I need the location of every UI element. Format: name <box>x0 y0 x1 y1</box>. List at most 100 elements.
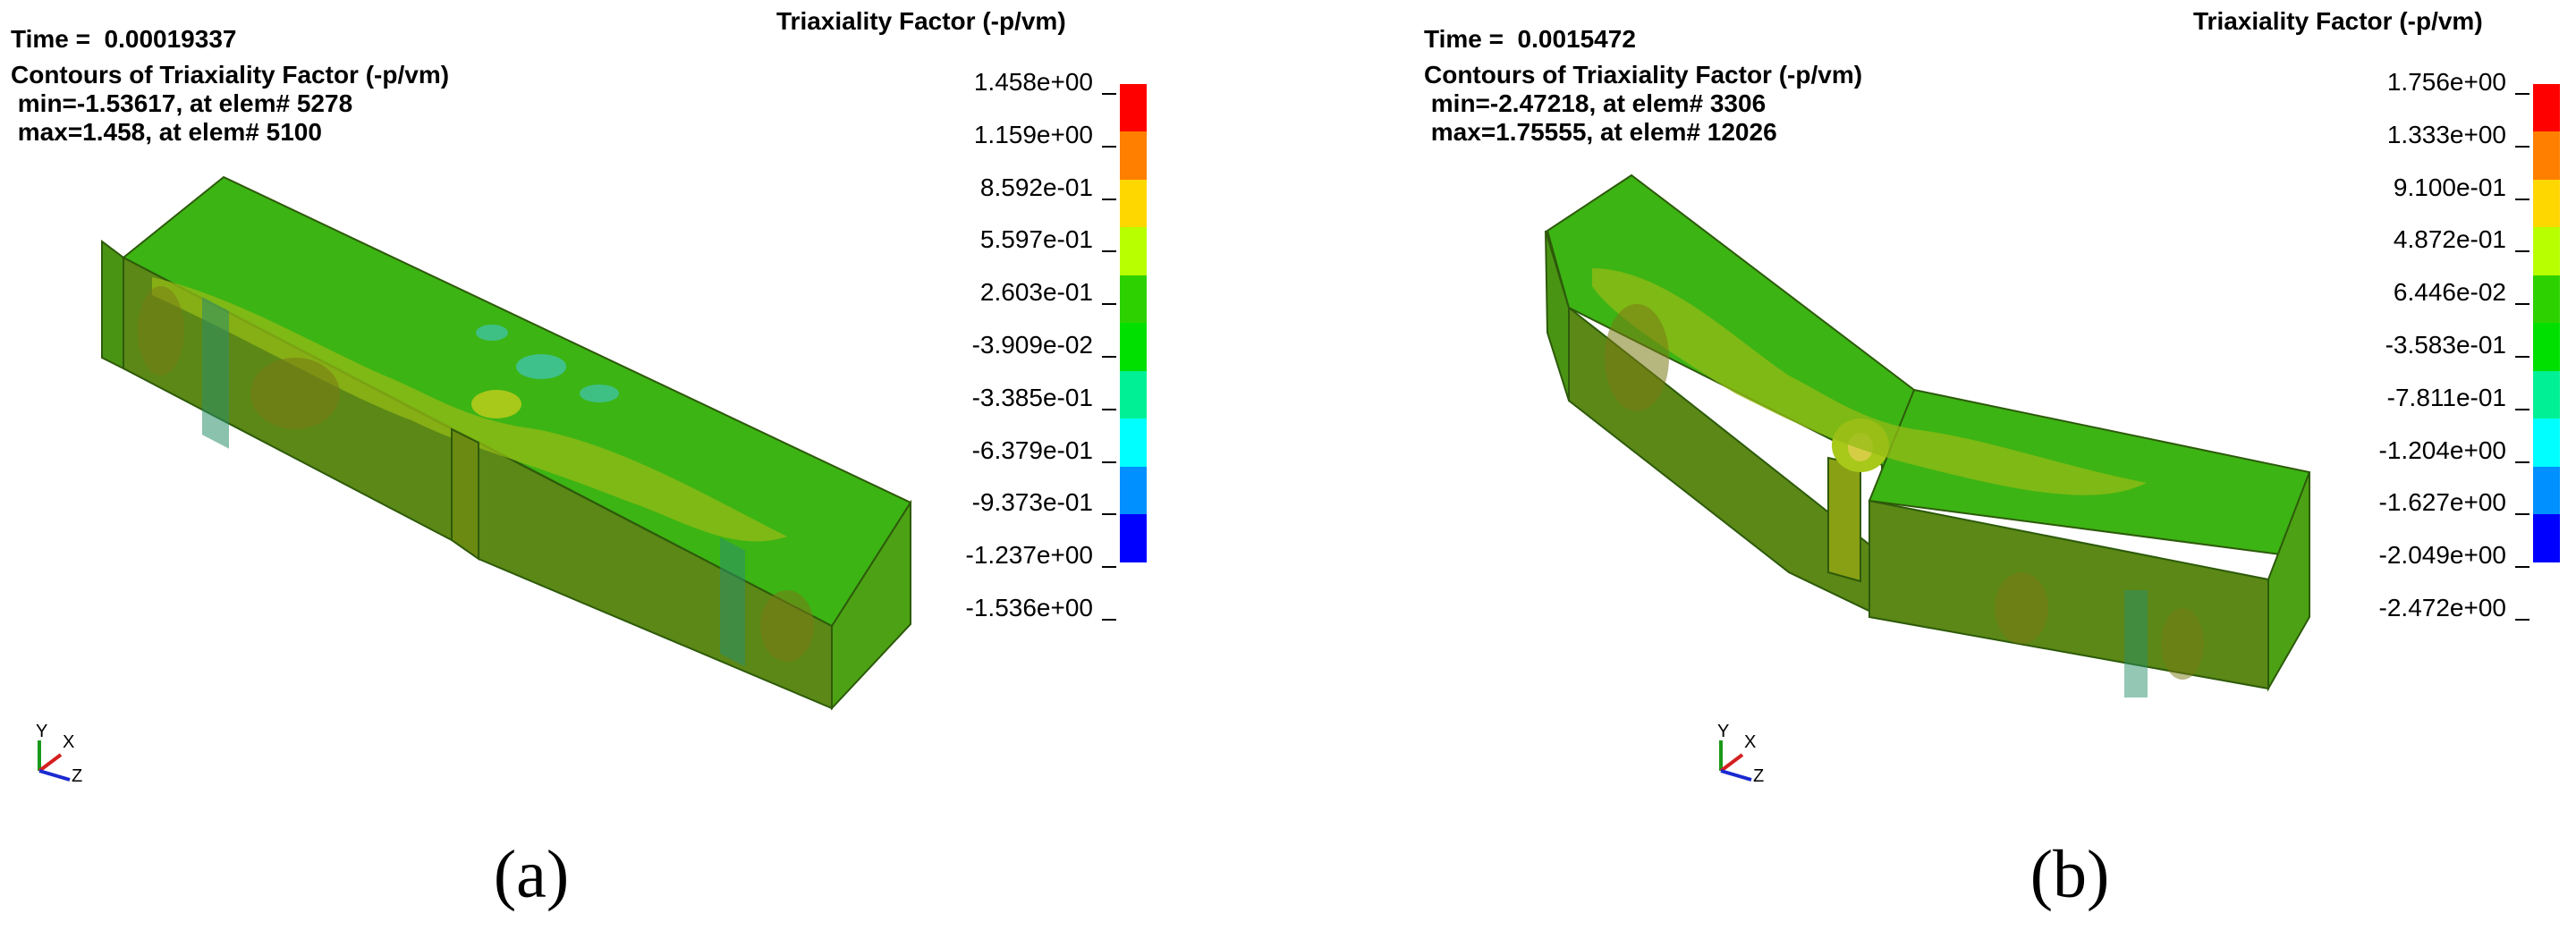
colorbar-segment <box>2533 418 2560 467</box>
caption-b: (b) <box>2029 837 2110 912</box>
colorbar-segment <box>1120 179 1147 228</box>
max-line-a: max=1.458, at elem# 5100 <box>11 118 322 146</box>
colorbar-level-label: -3.583e-01 <box>2385 331 2506 359</box>
min-line-b: min=-2.47218, at elem# 3306 <box>1424 89 1767 117</box>
colorbar-tick <box>2515 145 2529 148</box>
colorbar-segment <box>1120 227 1147 275</box>
panel-b: Y X Z Time = 0.0015472 Contours of Triax… <box>1288 0 2576 930</box>
colorbar-tick <box>2515 461 2529 463</box>
axis-triad-b: Y X Z <box>1717 722 1764 786</box>
colorbar-tick <box>1102 513 1116 516</box>
colorbar-tick <box>1102 198 1116 200</box>
colorbar-segment <box>2533 275 2560 324</box>
colorbar-tick <box>2515 356 2529 358</box>
colorbar-level-label: -1.204e+00 <box>2378 435 2506 464</box>
colorbar-level-label: 5.597e-01 <box>979 225 1093 254</box>
band-teal-left-a <box>202 297 229 449</box>
brown-patch-1-b <box>1605 304 1669 411</box>
colorbar-level-label: 6.446e-02 <box>2393 278 2506 307</box>
axis-triad-a: Y X Z <box>36 722 82 786</box>
time-label-b: Time = 0.0015472 <box>1424 25 1636 53</box>
top-patch-yellow-b <box>1592 268 2147 495</box>
colorbar-tick <box>1102 145 1116 148</box>
colorbar-level-label: -1.627e+00 <box>2378 488 2506 517</box>
notch-top-a <box>471 390 521 418</box>
time-label-a: Time = 0.00019337 <box>11 25 237 53</box>
max-line-b: max=1.75555, at elem# 12026 <box>1424 118 1777 146</box>
colorbar-segment <box>2533 179 2560 228</box>
colorbar-segment <box>1120 275 1147 324</box>
left-block-end-a <box>101 240 124 370</box>
legend-title-a: Triaxiality Factor (-p/vm) <box>776 7 1066 35</box>
colorbar-level-label: -1.237e+00 <box>965 541 1093 570</box>
colorbar-tick <box>1102 303 1116 306</box>
notch-a <box>451 427 479 561</box>
top-patch-cyan2-a <box>580 385 619 402</box>
colorbar-tick <box>2515 93 2529 95</box>
colorbar-tick <box>1102 408 1116 410</box>
colorbar-segment <box>1120 84 1147 132</box>
colorbar-level-label: -9.373e-01 <box>971 488 1093 517</box>
colorbar-segment <box>2533 227 2560 275</box>
fem-model-b: Y X Z <box>1545 173 2311 786</box>
brown-patch-3-b <box>2161 608 2204 680</box>
colorbar-segment <box>1120 323 1147 371</box>
colorbar-level-label: -3.909e-02 <box>971 331 1093 359</box>
triad-z-label-b: Z <box>1753 766 1764 786</box>
colorbar-level-label: 8.592e-01 <box>979 173 1093 201</box>
colorbar-segment <box>2533 131 2560 180</box>
colorbar-level-label: -2.472e+00 <box>2378 594 2506 621</box>
left-arm-end-b <box>1545 230 1570 402</box>
caption-a: (a) <box>493 837 570 912</box>
colorbar-tick <box>1102 619 1116 621</box>
colorbar-level-label: -2.049e+00 <box>2378 541 2506 570</box>
triad-y-label-b: Y <box>1717 722 1729 741</box>
colorbar-level-label: -3.385e-01 <box>971 383 1093 411</box>
colorbar-tick <box>1102 250 1116 253</box>
colorbar-segment <box>2533 84 2560 132</box>
colorbar-segment <box>1120 514 1147 562</box>
colorbar-tick <box>2515 566 2529 569</box>
colorbar-level-label: 4.872e-01 <box>2393 225 2506 254</box>
colorbar-level-label: -7.811e-01 <box>2386 383 2506 411</box>
brown-patch-2-a <box>760 590 814 662</box>
colorbar-segment <box>1120 466 1147 515</box>
colorbar-level-label: 1.458e+00 <box>973 68 1093 96</box>
brown-patch-2-b <box>1995 572 2048 644</box>
colorbar-level-label: 2.603e-01 <box>979 278 1093 307</box>
colorbar-tick <box>2515 408 2529 410</box>
brown-patch-1-a <box>250 358 340 429</box>
triad-x-label-b: X <box>1744 732 1756 752</box>
top-patch-cyan3-a <box>476 325 508 341</box>
triad-y-label-a: Y <box>36 722 47 741</box>
colorbar-segment <box>2533 370 2560 419</box>
colorbar-tick <box>2515 619 2529 621</box>
right-arm-end-b <box>2267 471 2310 692</box>
colorbar-level-label: -1.536e+00 <box>965 594 1093 621</box>
band-teal-right-a <box>720 537 745 667</box>
colorbar-tick <box>2515 303 2529 306</box>
brown-patch-3-a <box>138 286 184 376</box>
fem-model-a: Y X Z <box>36 175 912 786</box>
colorbar-b <box>2533 84 2560 610</box>
colorbar-level-label: 1.333e+00 <box>2386 120 2506 148</box>
panel-a: Y X Z Time = 0.00019337 Contours of Tria… <box>11 7 1147 912</box>
colorbar-segment <box>1120 418 1147 467</box>
colorbar-tick <box>1102 356 1116 358</box>
colorbar-tick <box>2515 513 2529 516</box>
colorbar-level-label: 1.159e+00 <box>973 120 1093 148</box>
colorbar-segment <box>2533 323 2560 371</box>
colorbar-segment <box>2533 466 2560 515</box>
colorbar-a <box>1120 84 1147 610</box>
triad-z-label-a: Z <box>72 766 82 786</box>
colorbar-segment <box>1120 131 1147 180</box>
notch-b <box>1827 456 1861 583</box>
contour-title-a: Contours of Triaxiality Factor (-p/vm) <box>11 61 450 89</box>
top-patch-cyan1-a <box>516 354 566 379</box>
colorbar-segment <box>2533 514 2560 562</box>
min-line-a: min=-1.53617, at elem# 5278 <box>11 89 353 117</box>
colorbar-level-label: 9.100e-01 <box>2393 173 2506 201</box>
contour-title-b: Contours of Triaxiality Factor (-p/vm) <box>1424 61 1863 89</box>
colorbar-level-label: -6.379e-01 <box>971 435 1093 464</box>
colorbar-tick <box>2515 198 2529 200</box>
